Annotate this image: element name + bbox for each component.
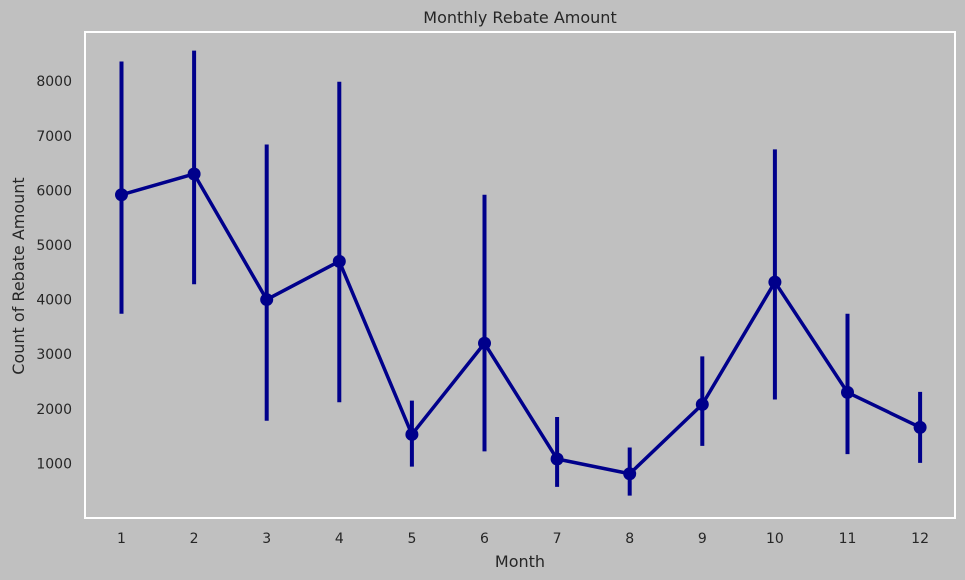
x-tick-label: 11 [839, 531, 857, 547]
x-tick-label: 9 [698, 531, 707, 547]
y-tick-label: 4000 [36, 293, 72, 309]
x-tick-label: 5 [407, 531, 416, 547]
y-tick-label: 7000 [36, 129, 72, 145]
data-point [405, 427, 419, 441]
x-tick-label: 7 [553, 531, 562, 547]
x-tick-label: 3 [262, 531, 271, 547]
data-point [332, 254, 346, 268]
data-point [623, 467, 637, 481]
data-point [478, 336, 491, 350]
y-tick-label: 5000 [36, 238, 72, 254]
data-point [695, 397, 709, 411]
error-bars [119, 50, 923, 496]
y-axis-label: Count of Rebate Amount [9, 177, 28, 374]
x-tick-label: 2 [190, 531, 199, 547]
data-points [115, 167, 927, 481]
x-tick-label: 10 [766, 531, 784, 547]
x-axis-label: Month [495, 552, 545, 571]
data-point [768, 275, 782, 289]
x-tick-label: 1 [117, 531, 126, 547]
data-point [913, 420, 927, 434]
y-tick-label: 2000 [36, 402, 72, 418]
series-line [121, 172, 921, 476]
data-point [841, 385, 854, 399]
chart-title: Monthly Rebate Amount [423, 8, 616, 27]
x-tick-label: 4 [335, 531, 344, 547]
y-tick-label: 6000 [36, 183, 72, 199]
series-line-group [121, 172, 921, 476]
y-tick-label: 8000 [36, 74, 72, 90]
data-point [115, 188, 128, 202]
y-tick-label: 3000 [36, 347, 72, 363]
y-axis-ticks: 1000 2000 3000 4000 5000 6000 7000 8000 [36, 74, 72, 472]
data-point [550, 452, 564, 466]
y-tick-label: 1000 [36, 456, 72, 472]
x-axis-ticks: 1 2 3 4 5 6 7 8 9 10 11 12 [117, 531, 929, 547]
data-point [187, 167, 201, 181]
x-tick-label: 12 [911, 531, 929, 547]
data-point [260, 293, 274, 307]
x-tick-label: 6 [480, 531, 489, 547]
x-tick-label: 8 [625, 531, 634, 547]
plot-frame [84, 31, 956, 519]
